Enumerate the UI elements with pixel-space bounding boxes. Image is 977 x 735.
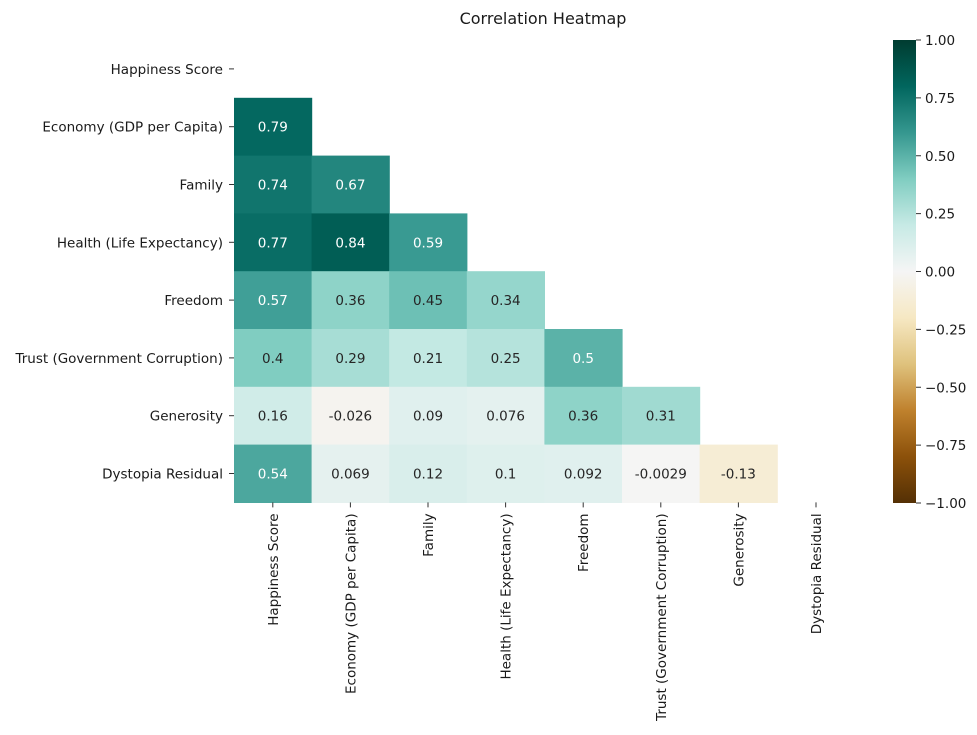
y-tick-label: Health (Life Expectancy) xyxy=(57,235,223,251)
heatmap-cell xyxy=(311,386,390,446)
cell-value-label: 0.092 xyxy=(564,467,603,483)
y-tick-label: Trust (Government Corruption) xyxy=(14,351,223,367)
cell-value-label: 0.16 xyxy=(258,409,288,425)
x-tick-label: Dystopia Residual xyxy=(809,513,825,634)
heatmap-cell xyxy=(311,271,390,330)
chart-title: Correlation Heatmap xyxy=(460,9,627,28)
cell-value-label: 0.076 xyxy=(486,409,525,425)
colorbar-gradient xyxy=(893,40,916,503)
cell-value-label: 0.1 xyxy=(495,467,516,483)
y-tick-label: Happiness Score xyxy=(111,62,223,78)
cell-value-label: 0.21 xyxy=(413,351,443,367)
cell-value-label: 0.4 xyxy=(262,351,283,367)
x-tick-label: Generosity xyxy=(731,513,747,586)
y-tick-label: Freedom xyxy=(164,293,223,309)
heatmap-cell xyxy=(234,271,313,330)
cell-value-label: 0.45 xyxy=(413,293,443,309)
cell-value-label: 0.59 xyxy=(413,235,443,251)
cell-value-label: 0.36 xyxy=(568,409,598,425)
heatmap-cell xyxy=(389,444,468,503)
colorbar-tick-label: 0.25 xyxy=(925,207,955,223)
y-tick-label: Generosity xyxy=(150,409,223,425)
cell-value-label: -0.0029 xyxy=(635,467,687,483)
heatmap-cell xyxy=(234,97,313,157)
cell-value-label: 0.34 xyxy=(491,293,521,309)
heatmap-cell xyxy=(466,444,545,503)
cell-value-label: 0.31 xyxy=(646,409,676,425)
heatmap-cell xyxy=(234,213,313,272)
colorbar-tick-label: 0.00 xyxy=(925,265,955,281)
colorbar-tick-label: 0.75 xyxy=(925,91,955,107)
heatmap-cell xyxy=(544,444,623,503)
y-tick-label: Family xyxy=(180,178,223,194)
heatmap-cell xyxy=(389,271,468,330)
cell-value-label: 0.54 xyxy=(258,467,288,483)
x-tick-label: Health (Life Expectancy) xyxy=(499,513,515,679)
y-axis-tick-labels: Happiness Score Economy (GDP per Capita) F… xyxy=(14,62,234,483)
cell-value-label: -0.026 xyxy=(329,409,373,425)
x-tick-label: Family xyxy=(421,513,437,556)
heatmap-cell xyxy=(699,444,778,503)
cell-value-label: -0.13 xyxy=(721,467,756,483)
cell-value-label: 0.069 xyxy=(331,467,370,483)
x-tick-label: Trust (Government Corruption) xyxy=(654,513,670,722)
heatmap-cell xyxy=(311,155,390,214)
cell-value-label: 0.67 xyxy=(335,178,365,194)
cell-value-label: 0.5 xyxy=(572,351,593,367)
cell-value-label: 0.74 xyxy=(258,178,288,194)
cell-value-label: 0.12 xyxy=(413,467,443,483)
heatmap-cell xyxy=(622,386,701,446)
x-tick-label: Happiness Score xyxy=(266,513,282,625)
x-tick-label: Economy (GDP per Capita) xyxy=(343,513,359,694)
heatmap-cell xyxy=(311,444,390,503)
heatmap-cell xyxy=(234,329,313,388)
heatmap-cell xyxy=(234,444,313,503)
heatmap-cell xyxy=(389,329,468,388)
x-axis-tick-labels: Happiness Score Economy (GDP per Capita) F… xyxy=(266,502,825,722)
cell-value-label: 0.79 xyxy=(258,120,288,136)
y-tick-label: Dystopia Residual xyxy=(102,467,223,483)
colorbar: 1.00 0.75 0.50 0.25 0.00 −0.25 −0.50 −0.75 −1.00 xyxy=(893,33,966,512)
colorbar-tick-label: 1.00 xyxy=(925,33,955,49)
colorbar-tick-label: −1.00 xyxy=(925,496,966,512)
cell-value-label: 0.25 xyxy=(491,351,521,367)
cell-value-label: 0.29 xyxy=(335,351,365,367)
heatmap-cell xyxy=(466,329,545,388)
cell-value-label: 0.09 xyxy=(413,409,443,425)
colorbar-tick-label: −0.25 xyxy=(925,322,966,338)
y-tick-label: Economy (GDP per Capita) xyxy=(42,120,223,136)
heatmap-cell xyxy=(234,155,313,214)
heatmap-cells: 0.79 0.74 0.67 0.77 0.84 0.59 0.57 0.36 0.45 0.34… xyxy=(234,97,778,503)
heatmap-cell xyxy=(466,386,545,446)
heatmap-cell xyxy=(311,213,390,272)
heatmap-cell xyxy=(311,329,390,388)
colorbar-tick-label: 0.50 xyxy=(925,149,955,165)
colorbar-tick-label: −0.50 xyxy=(925,380,966,396)
heatmap-cell xyxy=(544,329,623,388)
heatmap-cell xyxy=(466,271,545,330)
heatmap-cell xyxy=(389,213,468,272)
cell-value-label: 0.77 xyxy=(258,235,288,251)
colorbar-tick-label: −0.75 xyxy=(925,438,966,454)
cell-value-label: 0.57 xyxy=(258,293,288,309)
heatmap-cell xyxy=(622,444,701,503)
cell-value-label: 0.36 xyxy=(335,293,365,309)
heatmap-cell xyxy=(389,386,468,446)
heatmap-cell xyxy=(234,386,313,446)
x-tick-label: Freedom xyxy=(576,513,592,572)
cell-value-label: 0.84 xyxy=(335,235,365,251)
heatmap-cell xyxy=(544,386,623,446)
